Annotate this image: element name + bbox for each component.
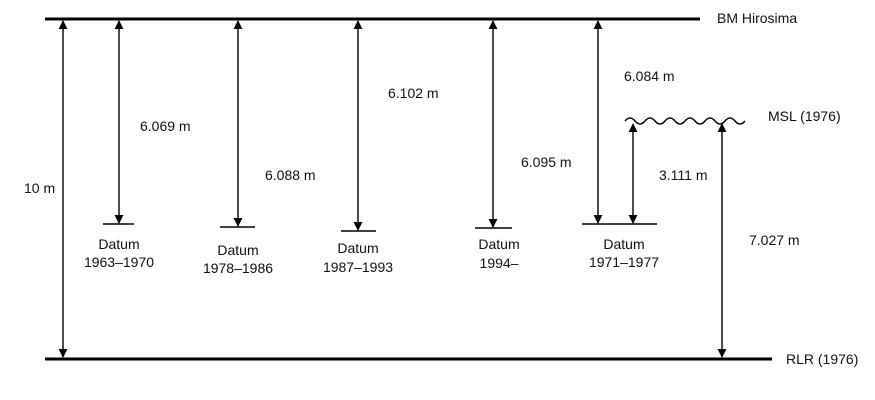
datum-1987-period: 1987–1993 bbox=[323, 259, 393, 275]
datum-1994-period: 1994– bbox=[480, 255, 519, 271]
datum-1994-label: Datum bbox=[478, 236, 519, 252]
datum-1963-measure: 6.069 m bbox=[140, 118, 191, 134]
msl-label: MSL (1976) bbox=[768, 108, 841, 124]
datum-1987-measure: 6.102 m bbox=[388, 85, 439, 101]
datum-1987-label: Datum bbox=[337, 240, 378, 256]
msl-datum-measure: 3.111 m bbox=[659, 167, 708, 183]
msl-wave-line bbox=[624, 117, 746, 125]
datum-1971-period: 1971–1977 bbox=[589, 254, 659, 270]
datum-1971-label: Datum bbox=[603, 236, 644, 252]
total-height-label: 10 m bbox=[24, 180, 55, 196]
datum-1971-measure: 6.084 m bbox=[624, 68, 675, 84]
datum-1978-label: Datum bbox=[217, 242, 258, 258]
datum-1978-period: 1978–1986 bbox=[203, 260, 273, 276]
datum-1963-label: Datum bbox=[98, 236, 139, 252]
rlr-label: RLR (1976) bbox=[786, 351, 858, 367]
datum-1994-measure: 6.095 m bbox=[521, 154, 572, 170]
msl-rlr-measure: 7.027 m bbox=[749, 232, 800, 248]
bm-hirosima-label: BM Hirosima bbox=[717, 10, 797, 26]
datum-1963-period: 1963–1970 bbox=[84, 254, 154, 270]
datum-1978-measure: 6.088 m bbox=[265, 167, 316, 183]
